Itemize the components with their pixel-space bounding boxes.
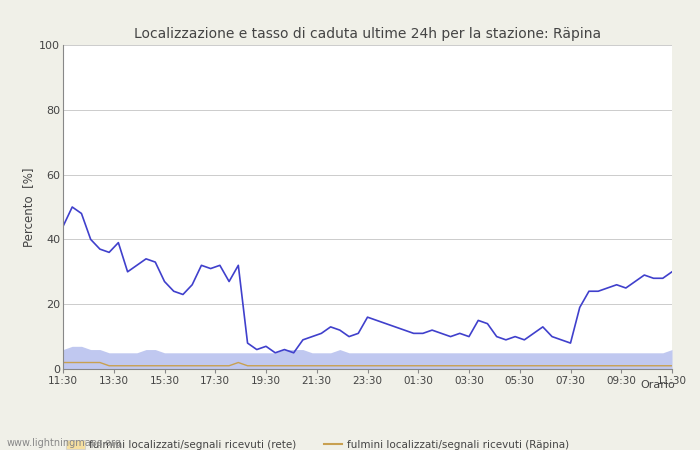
Text: Orario: Orario xyxy=(640,380,676,390)
Y-axis label: Percento  [%]: Percento [%] xyxy=(22,167,35,247)
Legend: fulmini localizzati/segnali ricevuti (rete), fulmini localizzati/tot. fulmini ri: fulmini localizzati/segnali ricevuti (re… xyxy=(62,436,590,450)
Title: Localizzazione e tasso di caduta ultime 24h per la stazione: Räpina: Localizzazione e tasso di caduta ultime … xyxy=(134,27,601,41)
Text: www.lightningmaps.org: www.lightningmaps.org xyxy=(7,438,122,448)
